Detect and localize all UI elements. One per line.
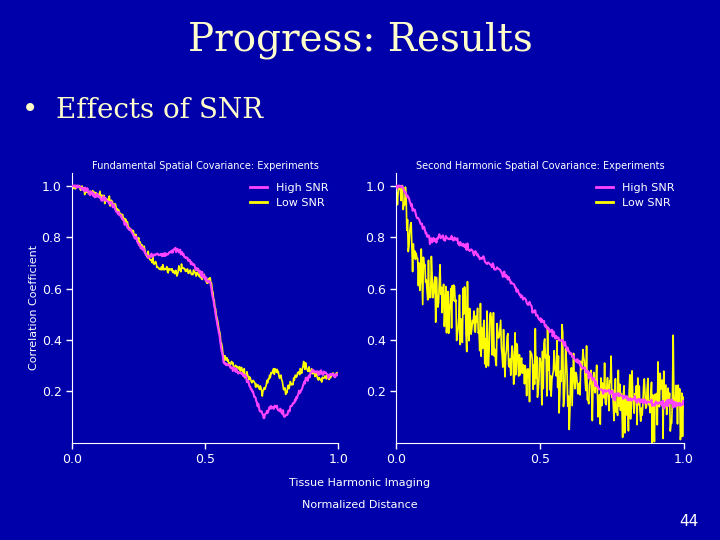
Text: Tissue Harmonic Imaging: Tissue Harmonic Imaging (289, 478, 431, 488)
Title: Fundamental Spatial Covariance: Experiments: Fundamental Spatial Covariance: Experime… (91, 160, 319, 171)
Text: Normalized Distance: Normalized Distance (302, 500, 418, 510)
Legend: High SNR, Low SNR: High SNR, Low SNR (246, 178, 333, 213)
Legend: High SNR, Low SNR: High SNR, Low SNR (592, 178, 678, 213)
Text: Progress: Results: Progress: Results (188, 22, 532, 59)
Text: •  Effects of SNR: • Effects of SNR (22, 97, 263, 124)
Text: 44: 44 (679, 514, 698, 529)
Y-axis label: Correlation Coefficient: Correlation Coefficient (29, 245, 39, 370)
Title: Second Harmonic Spatial Covariance: Experiments: Second Harmonic Spatial Covariance: Expe… (415, 160, 665, 171)
